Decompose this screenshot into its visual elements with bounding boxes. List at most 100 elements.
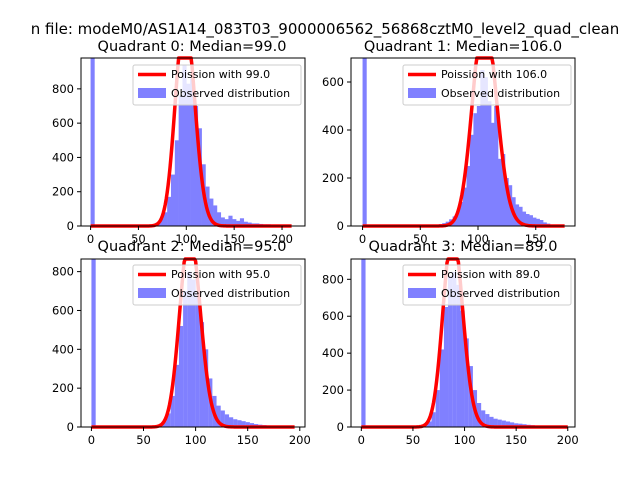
histogram-bar bbox=[514, 423, 519, 427]
histogram-bar bbox=[91, 259, 96, 427]
x-tick-label: 100 bbox=[467, 232, 489, 246]
axes-frame bbox=[350, 258, 576, 428]
quadrant-3-legend: Poission with 89.0 Observed distribution bbox=[402, 264, 572, 306]
quadrant-0-title: Quadrant 0: Median=99.0 bbox=[98, 39, 287, 55]
histogram-bar bbox=[362, 58, 367, 226]
legend-frame bbox=[132, 264, 302, 306]
histogram-bar bbox=[463, 187, 468, 226]
x-tick-label: 0 bbox=[359, 232, 366, 246]
histogram-bar bbox=[466, 166, 471, 226]
legend-hist-label: Observed distribution bbox=[171, 87, 290, 100]
histogram-bar bbox=[220, 410, 225, 427]
y-tick-label: 400 bbox=[52, 342, 74, 356]
legend-frame bbox=[402, 64, 572, 106]
quadrant-2-panel: Quadrant 2: Median=95.0 0 50 100 150 200 0 200… bbox=[52, 239, 311, 447]
histogram-bar bbox=[183, 291, 188, 427]
histogram-bar bbox=[481, 410, 486, 427]
histogram-bar bbox=[501, 420, 506, 427]
histogram-bar bbox=[220, 217, 225, 226]
y-tick-label: 0 bbox=[337, 219, 344, 233]
x-tick-label: 50 bbox=[131, 232, 146, 246]
histogram-bar bbox=[174, 140, 179, 226]
histogram-bar bbox=[190, 78, 195, 226]
histogram-bar bbox=[497, 419, 502, 427]
histogram-bar bbox=[193, 106, 199, 226]
histogram-bar bbox=[514, 204, 520, 226]
figure-title: n file: modeM0/AS1A14_083T03_9000006562_… bbox=[31, 20, 620, 39]
x-tick-label: 150 bbox=[223, 232, 245, 246]
legend-hist-label: Observed distribution bbox=[171, 287, 290, 300]
histogram-bar bbox=[178, 95, 183, 227]
y-tick-label: 200 bbox=[322, 171, 344, 185]
histogram-bar bbox=[459, 202, 464, 226]
x-tick-label: 200 bbox=[557, 433, 579, 447]
histogram-bar bbox=[435, 390, 440, 427]
y-tick-label: 0 bbox=[67, 420, 74, 434]
histogram-bar bbox=[483, 77, 488, 226]
histogram-bar bbox=[203, 349, 209, 427]
histogram-bar bbox=[174, 364, 180, 427]
histogram-bar bbox=[170, 395, 175, 427]
histogram-bar bbox=[191, 279, 196, 427]
histogram-bar bbox=[490, 122, 495, 226]
y-tick-label: 600 bbox=[322, 75, 344, 89]
histogram-bar bbox=[476, 403, 482, 427]
histogram-bar bbox=[528, 215, 533, 226]
histogram-bar bbox=[178, 326, 184, 427]
y-tick-label: 800 bbox=[322, 272, 344, 286]
quadrant-1-title: Quadrant 1: Median=106.0 bbox=[364, 39, 562, 55]
histogram-bar bbox=[163, 212, 168, 226]
legend-fit-label: Poission with 99.0 bbox=[171, 68, 270, 81]
histogram-bar bbox=[504, 178, 509, 226]
histogram-bar bbox=[90, 58, 95, 226]
y-tick-label: 0 bbox=[67, 219, 74, 233]
x-tick-label: 200 bbox=[289, 433, 311, 447]
legend-hist-swatch bbox=[408, 288, 436, 298]
y-tick-label: 400 bbox=[322, 346, 344, 360]
histogram-bar bbox=[497, 158, 502, 226]
quadrant-0-legend: Poission with 99.0 Observed distribution bbox=[132, 64, 302, 106]
histogram-bar bbox=[485, 414, 490, 427]
histogram-bar bbox=[505, 421, 511, 427]
histogram-bar bbox=[456, 284, 461, 427]
histogram-bar bbox=[159, 218, 164, 226]
histogram-bar bbox=[469, 134, 475, 226]
histogram-bar bbox=[209, 198, 214, 226]
histogram-bar bbox=[249, 423, 255, 427]
x-tick-label: 50 bbox=[136, 433, 151, 447]
legend-frame bbox=[402, 264, 572, 306]
histogram-bar bbox=[501, 154, 506, 226]
histogram-bar bbox=[431, 412, 436, 427]
histogram-bar bbox=[224, 219, 229, 226]
quadrant-2-legend: Poission with 95.0 Observed distribution bbox=[132, 264, 302, 306]
histogram-bar bbox=[460, 310, 465, 427]
x-tick-label: 0 bbox=[358, 433, 365, 447]
quadrant-0-axes: 0 50 100 150 200 0 200 400 600 800 bbox=[52, 57, 306, 246]
histogram-bar bbox=[213, 205, 218, 226]
x-tick-label: 150 bbox=[525, 232, 547, 246]
quadrant-1-panel: Quadrant 1: Median=106.0 0 50 100 150 0 200 40… bbox=[322, 39, 576, 246]
histogram-bar bbox=[443, 307, 449, 427]
x-tick-label: 0 bbox=[87, 232, 94, 246]
histogram-bar bbox=[494, 106, 499, 226]
histogram-bar bbox=[476, 106, 482, 226]
y-tick-label: 400 bbox=[52, 150, 74, 164]
histogram-bar bbox=[361, 259, 366, 427]
histogram-bar bbox=[542, 222, 547, 226]
histogram-bar bbox=[167, 196, 172, 226]
y-tick-label: 600 bbox=[52, 116, 74, 130]
y-tick-label: 600 bbox=[52, 303, 74, 317]
histogram-bar bbox=[473, 113, 478, 226]
quadrant-3-panel: Quadrant 3: Median=89.0 0 50 100 150 200 0 200… bbox=[322, 239, 579, 447]
x-tick-label: 200 bbox=[271, 232, 293, 246]
x-tick-label: 50 bbox=[413, 232, 428, 246]
histogram-bar bbox=[216, 405, 221, 427]
quadrant-1-axes: 0 50 100 150 0 200 400 600 bbox=[322, 57, 576, 246]
y-tick-label: 800 bbox=[52, 82, 74, 96]
quadrant-1-legend: Poission with 106.0 Observed distributio… bbox=[402, 64, 572, 106]
legend-fit-label: Poission with 106.0 bbox=[441, 68, 547, 81]
histogram-bar bbox=[195, 292, 200, 427]
histogram-bar bbox=[162, 421, 167, 427]
y-tick-label: 600 bbox=[322, 309, 344, 323]
histogram-bar bbox=[166, 413, 171, 427]
